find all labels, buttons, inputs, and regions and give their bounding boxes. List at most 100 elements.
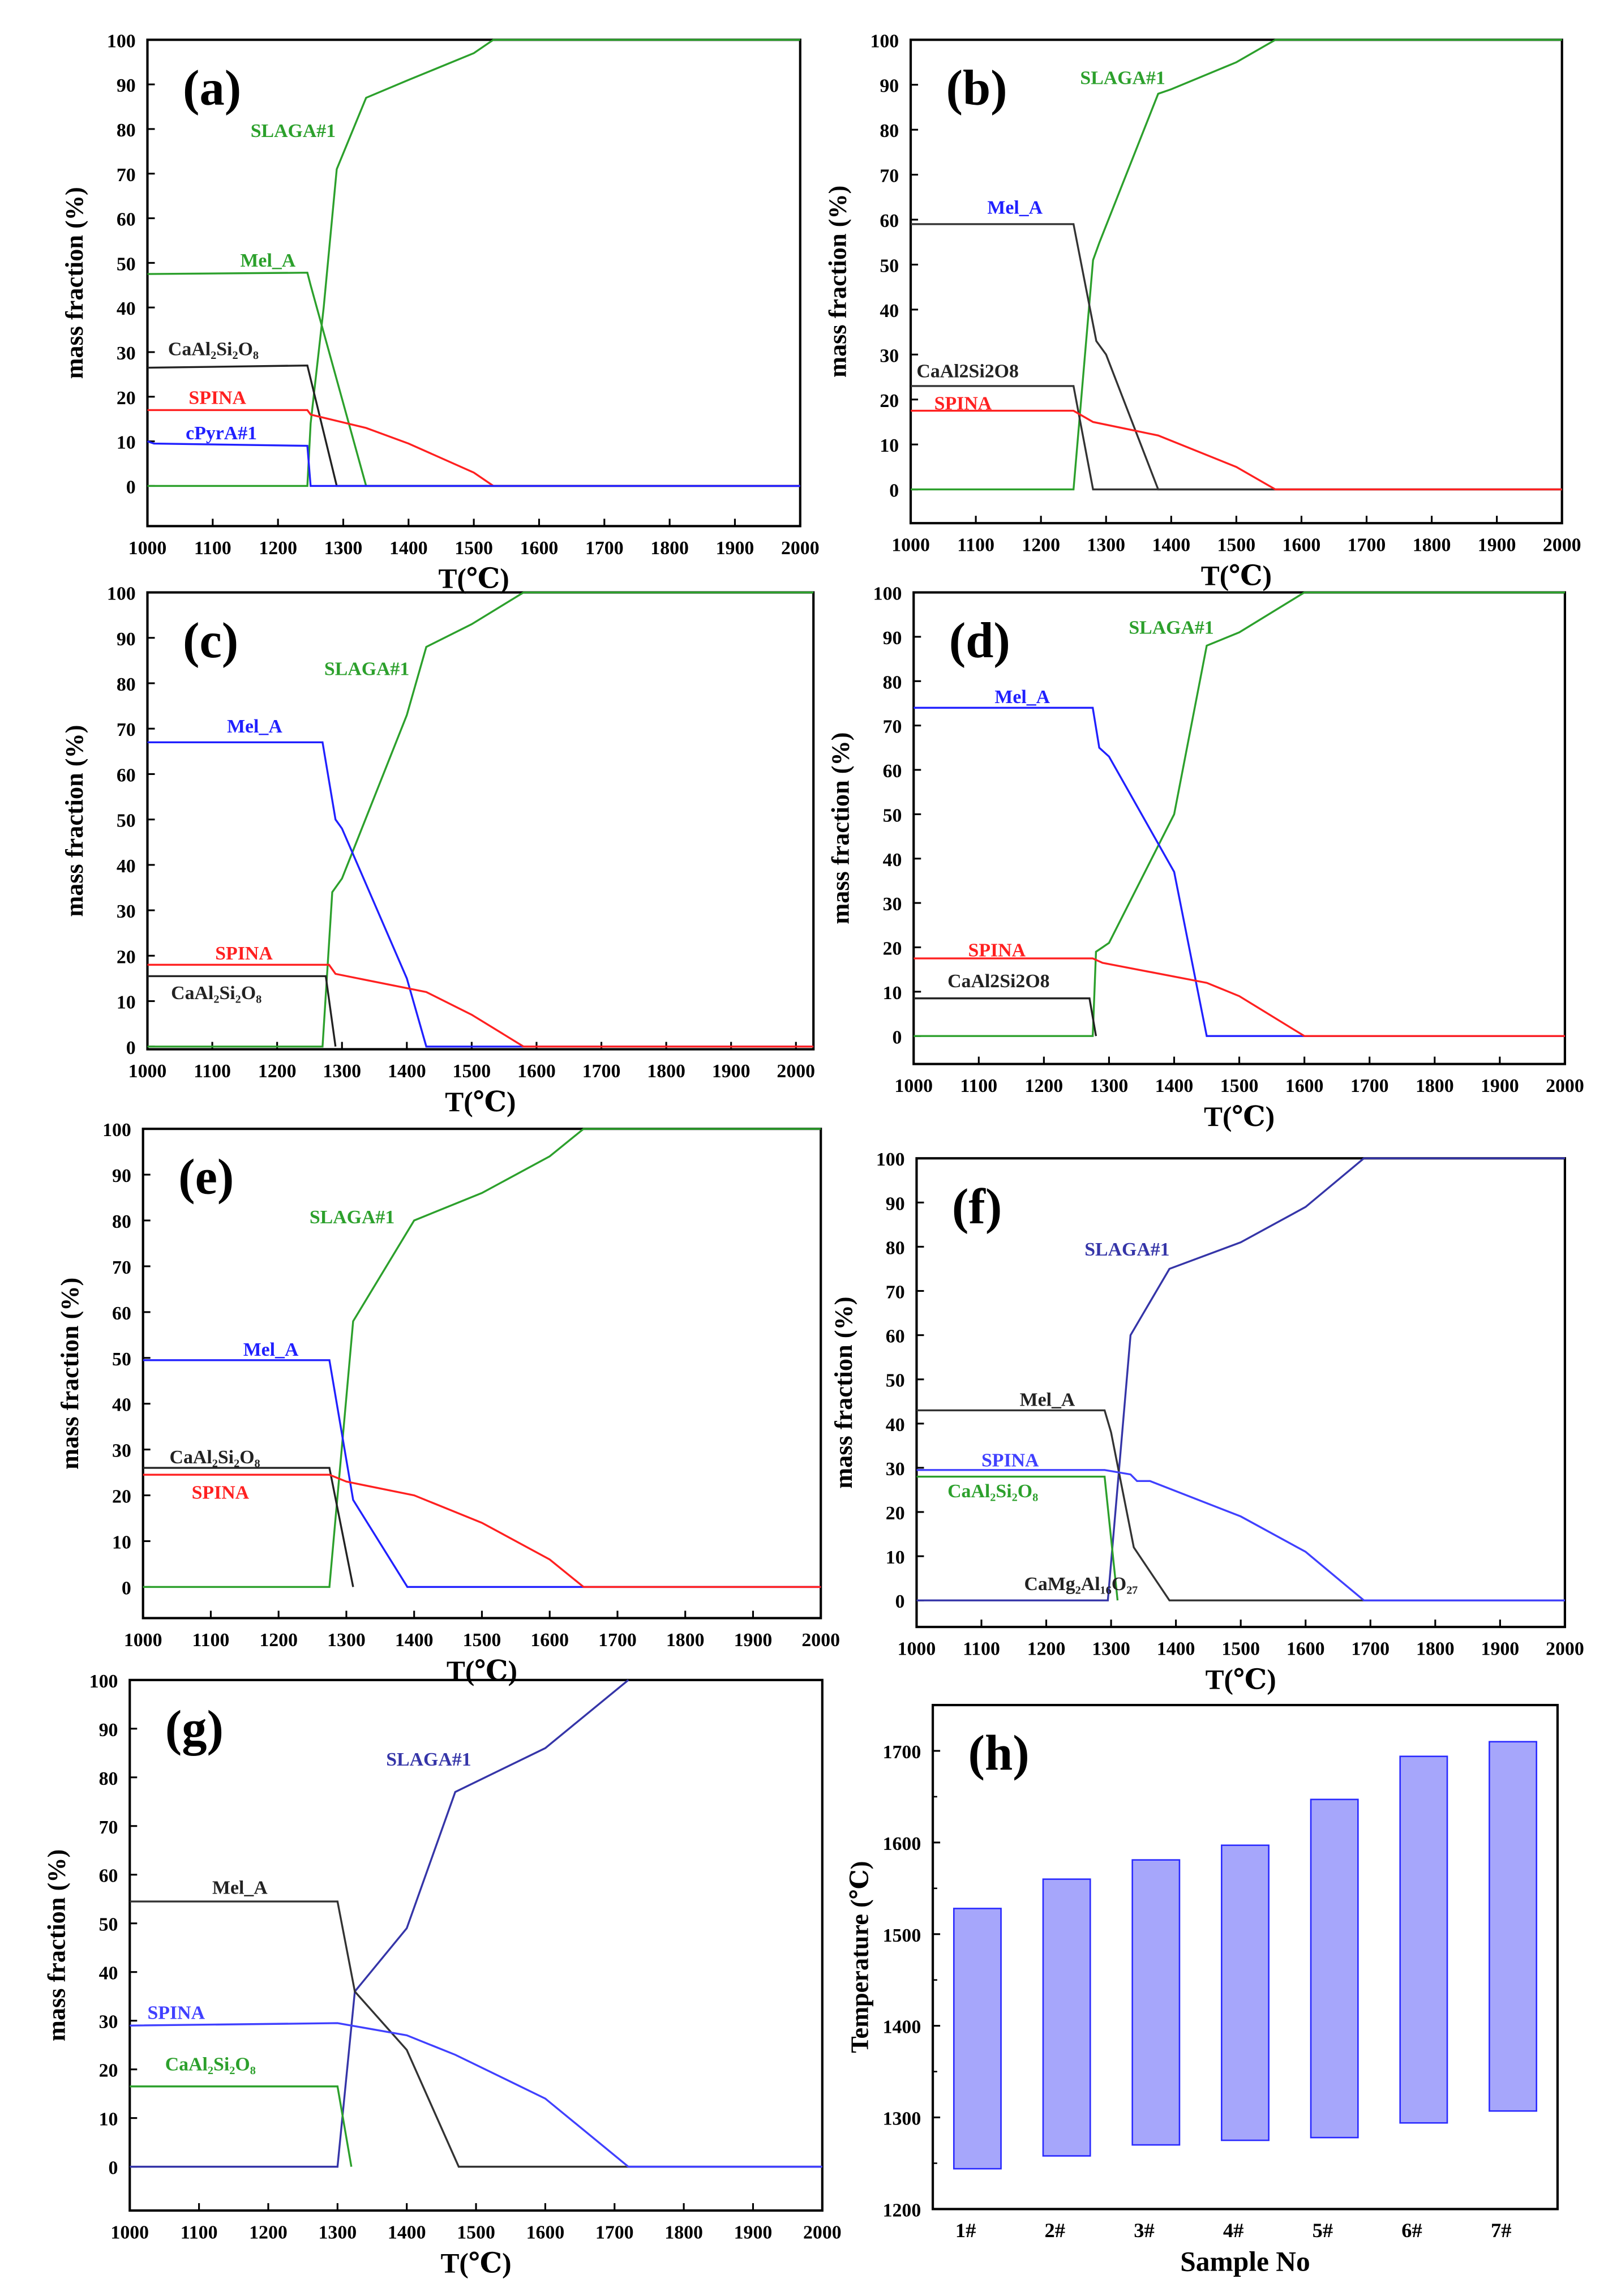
x-tick-label: 1100 bbox=[192, 1630, 230, 1651]
y-tick-label: 1400 bbox=[883, 2017, 921, 2038]
x-tick-label: 1900 bbox=[734, 1630, 773, 1651]
x-axis-label: T(℃) bbox=[447, 1655, 517, 1686]
series-line-caal2si2o8 bbox=[143, 1467, 354, 1587]
y-tick-label: 80 bbox=[112, 1211, 131, 1232]
x-tick-label: 1500 bbox=[1221, 1639, 1260, 1660]
panel-b: (b) 0 10 20 30 40 50 60 70 80 90 100 mass fraction (… bbox=[824, 31, 1581, 591]
y-tick-label: 60 bbox=[99, 1866, 118, 1887]
y-tick-label: 10 bbox=[883, 983, 902, 1004]
y-tick-label: 40 bbox=[117, 298, 136, 319]
y-tick-label: 0 bbox=[122, 1578, 131, 1599]
x-axis-label: Sample No bbox=[1180, 2246, 1310, 2277]
series-label: Mel_A bbox=[241, 250, 296, 271]
x-tick-label: 1400 bbox=[395, 1630, 434, 1651]
series-label: SLAGA#1 bbox=[386, 1749, 471, 1770]
x-tick-label: 1500 bbox=[1220, 1076, 1259, 1096]
panel-label: (g) bbox=[165, 1700, 224, 1756]
x-tick-label: 7# bbox=[1491, 2219, 1511, 2242]
series-line-spina bbox=[916, 1469, 1565, 1601]
series-label: CaAl2Si2O8 bbox=[916, 361, 1018, 382]
x-tick-label: 2000 bbox=[1546, 1639, 1584, 1660]
y-axis-label: mass fraction (%) bbox=[824, 186, 851, 378]
y-tick-label: 80 bbox=[99, 1768, 118, 1789]
series-label: SPINA bbox=[188, 387, 246, 408]
series-line-spina bbox=[147, 409, 800, 487]
x-axis-label: T(℃) bbox=[445, 1086, 516, 1117]
x-tick-label: 1000 bbox=[128, 1061, 167, 1082]
y-tick-label: 20 bbox=[117, 946, 136, 967]
x-tick-label: 1000 bbox=[891, 535, 930, 556]
y-axis-label: mass fraction (%) bbox=[61, 725, 88, 916]
x-tick-label: 1600 bbox=[1286, 1639, 1325, 1660]
series-label: SPINA bbox=[215, 943, 273, 964]
y-tick-label: 100 bbox=[107, 584, 136, 605]
series-label: Mel_A bbox=[1020, 1390, 1075, 1411]
panel-label: (b) bbox=[946, 61, 1007, 116]
y-tick-label: 10 bbox=[117, 992, 136, 1013]
y-tick-label: 100 bbox=[89, 1671, 118, 1692]
x-tick-label: 1800 bbox=[1413, 535, 1451, 556]
y-tick-label: 0 bbox=[126, 1038, 136, 1059]
y-tick-label: 40 bbox=[886, 1415, 905, 1436]
x-tick-label: 2000 bbox=[801, 1630, 840, 1651]
y-axis-label: mass fraction (%) bbox=[61, 187, 88, 379]
y-tick-label: 10 bbox=[112, 1532, 131, 1553]
y-tick-label: 60 bbox=[880, 211, 899, 232]
series-label: CaAl₂Si₂O₈ bbox=[170, 1447, 260, 1468]
x-tick-label: 1500 bbox=[457, 2222, 495, 2243]
x-tick-label: 1700 bbox=[598, 1630, 637, 1651]
series-line-mel-a bbox=[143, 1359, 821, 1588]
y-tick-label: 60 bbox=[117, 765, 136, 786]
x-tick-label: 1600 bbox=[526, 2222, 565, 2243]
x-tick-label: 1900 bbox=[734, 2222, 773, 2243]
bar-6 bbox=[1399, 1755, 1448, 2124]
y-tick-label: 60 bbox=[117, 209, 136, 230]
bar-7 bbox=[1489, 1741, 1538, 2112]
x-tick-label: 1300 bbox=[1090, 1076, 1129, 1096]
series-label: SLAGA#1 bbox=[251, 121, 336, 142]
series-line-spina bbox=[130, 2022, 822, 2168]
panel-label: (d) bbox=[949, 613, 1010, 669]
y-tick-label: 1500 bbox=[883, 1925, 921, 1946]
y-tick-label: 40 bbox=[880, 301, 899, 322]
y-tick-label: 10 bbox=[99, 2109, 118, 2130]
y-tick-label: 50 bbox=[117, 811, 136, 832]
x-tick-label: 2000 bbox=[1546, 1076, 1584, 1096]
y-tick-label: 40 bbox=[99, 1963, 118, 1984]
x-tick-label: 1500 bbox=[453, 1061, 491, 1082]
series-label: CaAl₂Si₂O₈ bbox=[947, 1481, 1038, 1502]
x-tick-label: 1600 bbox=[520, 538, 559, 559]
y-tick-label: 30 bbox=[886, 1459, 905, 1480]
x-tick-label: 1200 bbox=[1027, 1639, 1066, 1660]
x-tick-label: 1300 bbox=[319, 2222, 357, 2243]
x-tick-label: 1700 bbox=[595, 2222, 634, 2243]
y-tick-label: 50 bbox=[880, 255, 899, 276]
series-line-spina bbox=[914, 957, 1565, 1037]
series-label: Mel_A bbox=[987, 197, 1043, 218]
y-tick-label: 40 bbox=[117, 856, 136, 877]
y-tick-label: 100 bbox=[102, 1120, 131, 1141]
series-line-spina bbox=[143, 1473, 821, 1588]
x-tick-label: 1700 bbox=[1350, 1076, 1389, 1096]
y-tick-label: 90 bbox=[883, 628, 902, 649]
y-tick-label: 0 bbox=[126, 477, 136, 498]
y-tick-label: 30 bbox=[117, 901, 136, 922]
series-line-caal2si2o8 bbox=[130, 2085, 353, 2167]
panel-label: (a) bbox=[183, 61, 241, 116]
x-tick-label: 2000 bbox=[781, 538, 820, 559]
y-tick-label: 60 bbox=[112, 1303, 131, 1324]
y-tick-label: 1200 bbox=[883, 2200, 921, 2221]
y-tick-label: 90 bbox=[112, 1166, 131, 1186]
x-tick-label: 1900 bbox=[712, 1061, 751, 1082]
y-tick-label: 1700 bbox=[883, 1742, 921, 1763]
x-tick-label: 1800 bbox=[664, 2222, 703, 2243]
y-tick-label: 80 bbox=[117, 674, 136, 695]
series-label: CaMg₂Al₁₆O₂₇ bbox=[1024, 1574, 1138, 1595]
x-tick-label: 1200 bbox=[1025, 1076, 1063, 1096]
y-tick-label: 30 bbox=[117, 343, 136, 364]
y-tick-label: 90 bbox=[886, 1193, 905, 1214]
panel-h: (h) 1200 1300 1400 1500 1600 1700 Temperature (… bbox=[846, 1703, 1559, 2277]
x-tick-label: 1400 bbox=[1157, 1639, 1195, 1660]
y-tick-label: 60 bbox=[883, 761, 902, 782]
x-tick-label: 1500 bbox=[463, 1630, 501, 1651]
